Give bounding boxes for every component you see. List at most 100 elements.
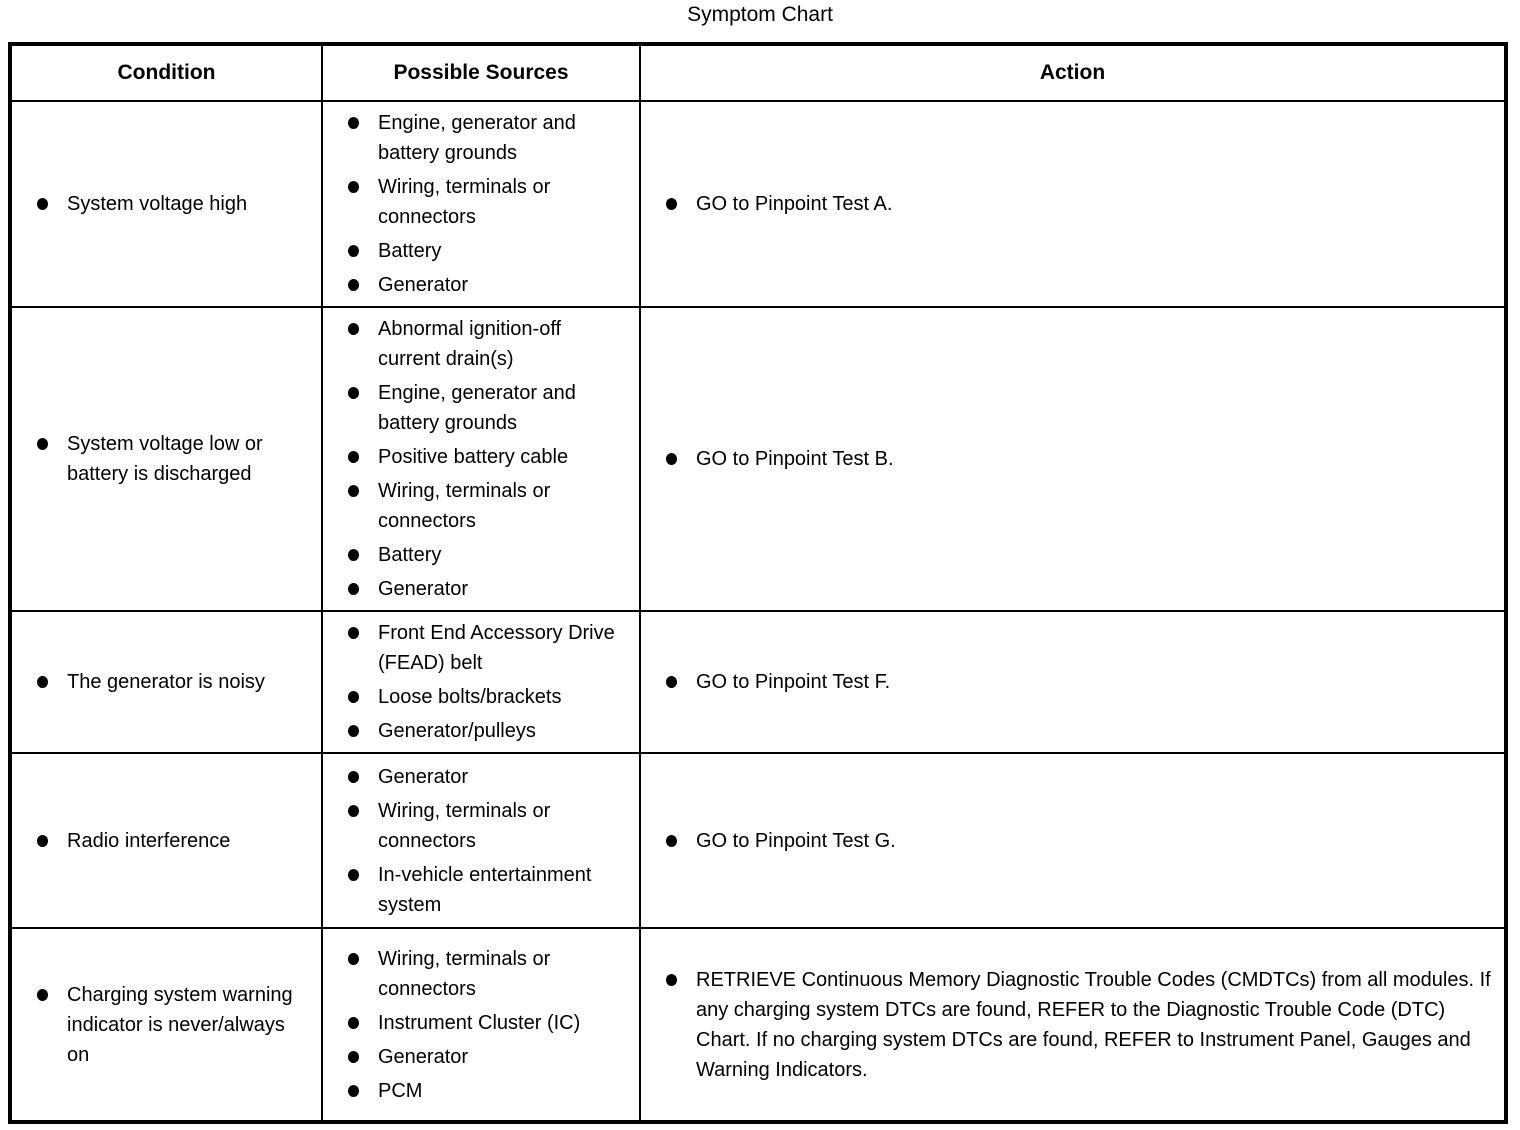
- condition-cell: Charging system warning indicator is nev…: [9, 927, 323, 1123]
- bullet-icon: [666, 198, 677, 210]
- header-row: Condition Possible Sources Action: [9, 43, 1507, 102]
- list-item: Engine, generator and battery grounds: [348, 378, 627, 438]
- list-item: Engine, generator and battery grounds: [348, 108, 627, 168]
- bullet-icon: [348, 549, 359, 561]
- bullet-icon: [348, 691, 359, 703]
- list-item: RETRIEVE Continuous Memory Diagnostic Tr…: [666, 965, 1492, 1085]
- list-item: Wiring, terminals or connectors: [348, 172, 627, 232]
- bullet-icon: [666, 973, 677, 986]
- action-text: GO to Pinpoint Test B.: [696, 448, 894, 470]
- action-text: GO to Pinpoint Test A.: [696, 193, 893, 215]
- source-text: Wiring, terminals or connectors: [378, 480, 551, 532]
- bullet-icon: [37, 834, 48, 847]
- bullet-icon: [348, 1084, 359, 1097]
- action-cell: GO to Pinpoint Test B.: [639, 306, 1507, 612]
- bullet-icon: [348, 868, 359, 881]
- page-title: Symptom Chart: [687, 3, 833, 26]
- condition-text: The generator is noisy: [67, 671, 265, 693]
- list-item: Wiring, terminals or connectors: [348, 476, 627, 536]
- list-item: GO to Pinpoint Test F.: [666, 667, 1492, 697]
- list-item: PCM: [348, 1076, 627, 1106]
- condition-cell: The generator is noisy: [9, 610, 323, 754]
- list-item: Wiring, terminals or connectors: [348, 796, 627, 856]
- condition-cell: Radio interference: [9, 752, 323, 929]
- action-cell: RETRIEVE Continuous Memory Diagnostic Tr…: [639, 927, 1507, 1123]
- list-item: Abnormal ignition-off current drain(s): [348, 314, 627, 374]
- source-text: Wiring, terminals or connectors: [378, 947, 551, 1000]
- condition-text: Radio interference: [67, 829, 231, 852]
- bullet-icon: [37, 988, 48, 1001]
- sources-cell: Wiring, terminals or connectors Instrume…: [321, 927, 641, 1123]
- list-item: GO to Pinpoint Test A.: [666, 189, 1492, 219]
- list-item: The generator is noisy: [37, 667, 309, 697]
- list-item: Generator: [348, 574, 627, 604]
- bullet-icon: [348, 117, 359, 129]
- list-item: Wiring, terminals or connectors: [348, 944, 627, 1004]
- source-text: Positive battery cable: [378, 446, 569, 468]
- action-cell: GO to Pinpoint Test F.: [639, 610, 1507, 754]
- action-text: RETRIEVE Continuous Memory Diagnostic Tr…: [696, 968, 1491, 1081]
- source-text: Generator: [378, 1045, 469, 1068]
- sources-cell: Abnormal ignition-off current drain(s) E…: [321, 306, 641, 612]
- bullet-icon: [348, 181, 359, 193]
- source-text: PCM: [378, 1079, 423, 1102]
- bullet-icon: [348, 279, 359, 291]
- bullet-icon: [37, 198, 48, 210]
- source-text: Wiring, terminals or connectors: [378, 176, 551, 228]
- bullet-icon: [348, 952, 359, 965]
- bullet-icon: [348, 770, 359, 783]
- list-item: GO to Pinpoint Test G.: [666, 826, 1492, 856]
- list-item: Radio interference: [37, 826, 309, 856]
- list-item: Generator: [348, 270, 627, 300]
- bullet-icon: [348, 627, 359, 639]
- condition-cell: System voltage high: [9, 100, 323, 308]
- table-row: System voltage high Engine, generator an…: [9, 100, 1507, 308]
- source-text: Generator: [378, 578, 469, 600]
- condition-text: Charging system warning indicator is nev…: [67, 983, 293, 1066]
- bullet-icon: [666, 453, 677, 465]
- source-text: Engine, generator and battery grounds: [378, 112, 576, 164]
- list-item: Generator: [348, 762, 627, 792]
- bullet-icon: [348, 1016, 359, 1029]
- bullet-icon: [348, 725, 359, 737]
- bullet-icon: [666, 834, 677, 847]
- bullet-icon: [348, 485, 359, 497]
- condition-text: System voltage low or battery is dischar…: [67, 433, 263, 485]
- table-row: System voltage low or battery is dischar…: [9, 306, 1507, 612]
- bullet-icon: [348, 451, 359, 463]
- condition-cell: System voltage low or battery is dischar…: [9, 306, 323, 612]
- source-text: Battery: [378, 544, 442, 566]
- column-header-action: Action: [639, 43, 1507, 102]
- sources-cell: Generator Wiring, terminals or connector…: [321, 752, 641, 929]
- sources-cell: Front End Accessory Drive (FEAD) belt Lo…: [321, 610, 641, 754]
- source-text: Generator: [378, 274, 469, 296]
- column-header-condition: Condition: [9, 43, 323, 102]
- list-item: Positive battery cable: [348, 442, 627, 472]
- action-text: GO to Pinpoint Test F.: [696, 671, 891, 693]
- list-item: Generator: [348, 1042, 627, 1072]
- bullet-icon: [348, 1050, 359, 1063]
- list-item: GO to Pinpoint Test B.: [666, 444, 1492, 474]
- source-text: Battery: [378, 240, 442, 262]
- list-item: Charging system warning indicator is nev…: [37, 980, 309, 1070]
- list-item: Loose bolts/brackets: [348, 682, 627, 712]
- bullet-icon: [37, 438, 48, 450]
- source-text: Abnormal ignition-off current drain(s): [378, 318, 562, 370]
- action-cell: GO to Pinpoint Test G.: [639, 752, 1507, 929]
- symptom-chart-table: Condition Possible Sources Action System…: [8, 42, 1508, 1124]
- source-text: In-vehicle entertainment system: [378, 863, 592, 916]
- column-header-possible-sources: Possible Sources: [321, 43, 641, 102]
- list-item: In-vehicle entertainment system: [348, 860, 627, 920]
- bullet-icon: [666, 676, 677, 688]
- list-item: System voltage low or battery is dischar…: [37, 429, 309, 489]
- bullet-icon: [348, 583, 359, 595]
- sources-cell: Engine, generator and battery grounds Wi…: [321, 100, 641, 308]
- list-item: Instrument Cluster (IC): [348, 1008, 627, 1038]
- bullet-icon: [348, 245, 359, 257]
- list-item: Generator/pulleys: [348, 716, 627, 746]
- source-text: Generator/pulleys: [378, 720, 536, 742]
- source-text: Generator: [378, 765, 469, 788]
- action-text: GO to Pinpoint Test G.: [696, 829, 896, 852]
- list-item: System voltage high: [37, 189, 309, 219]
